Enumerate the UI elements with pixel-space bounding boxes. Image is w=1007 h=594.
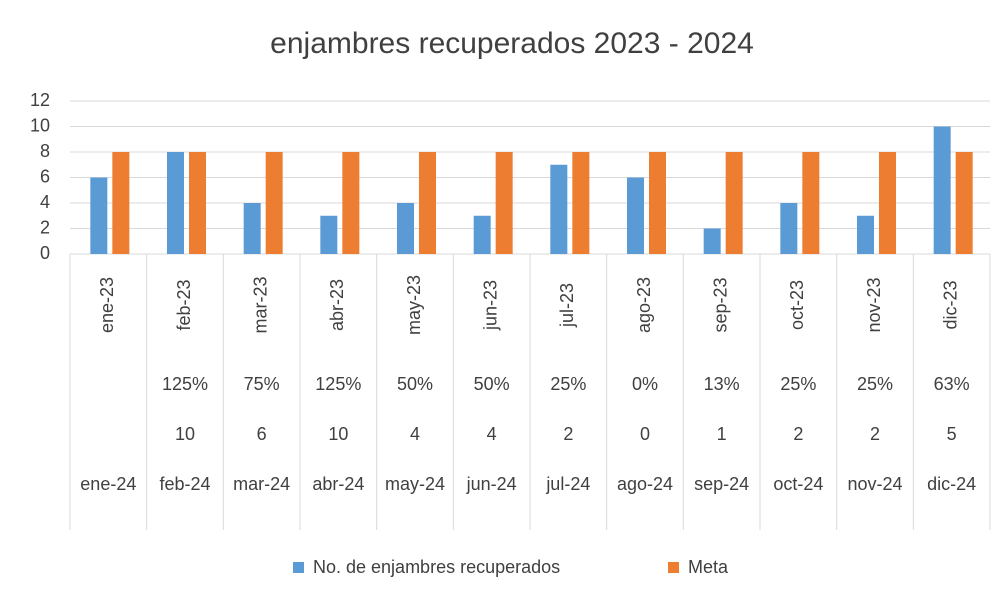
table-cell: dic-24 xyxy=(927,474,976,494)
bar xyxy=(627,177,644,254)
bar xyxy=(112,152,130,254)
table-cell: 10 xyxy=(328,424,348,444)
table-cell: 2 xyxy=(870,424,880,444)
bar xyxy=(703,228,721,254)
bar xyxy=(550,164,568,254)
bar xyxy=(473,215,491,254)
table-cell: 25% xyxy=(780,374,816,394)
table-cell: oct-24 xyxy=(773,474,823,494)
legend-swatch xyxy=(668,562,679,573)
bar xyxy=(725,152,743,254)
y-tick-label: 10 xyxy=(30,115,50,135)
legend-label: Meta xyxy=(688,557,729,577)
x-tick-label: feb-23 xyxy=(174,279,194,330)
table-cell: 50% xyxy=(397,374,433,394)
table-cell: 1 xyxy=(717,424,727,444)
bar xyxy=(802,152,820,254)
bar xyxy=(955,152,973,254)
legend-swatch xyxy=(293,562,304,573)
table-cell: 13% xyxy=(704,374,740,394)
table-cell: 50% xyxy=(474,374,510,394)
table-cell: 75% xyxy=(244,374,280,394)
x-tick-label: ago-23 xyxy=(634,277,654,333)
table-cell: abr-24 xyxy=(312,474,364,494)
table-cell: 2 xyxy=(793,424,803,444)
table-cell: ago-24 xyxy=(617,474,673,494)
table-cell: 63% xyxy=(934,374,970,394)
bar xyxy=(649,152,666,254)
bar xyxy=(780,203,798,254)
x-tick-label: abr-23 xyxy=(327,279,347,331)
table-cell: 6 xyxy=(257,424,267,444)
table-cell: 25% xyxy=(857,374,893,394)
table-cell: 0% xyxy=(632,374,658,394)
bar xyxy=(90,177,108,254)
table-cell: feb-24 xyxy=(159,474,210,494)
y-tick-label: 4 xyxy=(40,192,50,212)
bar xyxy=(879,152,896,254)
x-tick-label: nov-23 xyxy=(864,277,884,332)
x-tick-label: oct-23 xyxy=(787,280,807,330)
x-tick-label: mar-23 xyxy=(250,276,270,333)
legend-label: No. de enjambres recuperados xyxy=(313,557,560,577)
x-tick-label: jul-23 xyxy=(557,283,577,328)
x-tick-label: ene-23 xyxy=(97,277,117,333)
bar xyxy=(495,152,513,254)
x-tick-label: sep-23 xyxy=(710,277,730,332)
bar xyxy=(189,152,206,254)
bar xyxy=(572,152,590,254)
bar xyxy=(243,203,261,254)
bar xyxy=(419,152,436,254)
table-cell: nov-24 xyxy=(847,474,902,494)
y-tick-label: 2 xyxy=(40,217,50,237)
bar xyxy=(933,126,951,254)
bar xyxy=(167,152,184,254)
table-cell: 0 xyxy=(640,424,650,444)
y-tick-label: 0 xyxy=(40,243,50,263)
y-tick-label: 12 xyxy=(30,90,50,110)
x-tick-label: may-23 xyxy=(404,275,424,335)
table-cell: 25% xyxy=(550,374,586,394)
table-cell: 4 xyxy=(410,424,420,444)
table-cell: jul-24 xyxy=(545,474,590,494)
x-tick-label: jun-23 xyxy=(480,280,500,331)
y-tick-label: 8 xyxy=(40,141,50,161)
table-cell: 5 xyxy=(947,424,957,444)
bar xyxy=(857,215,874,254)
table-cell: may-24 xyxy=(385,474,445,494)
x-tick-label: dic-23 xyxy=(940,280,960,329)
table-cell: 125% xyxy=(315,374,361,394)
table-cell: jun-24 xyxy=(466,474,517,494)
table-cell: 2 xyxy=(563,424,573,444)
table-cell: 10 xyxy=(175,424,195,444)
bar xyxy=(265,152,283,254)
table-cell: mar-24 xyxy=(233,474,290,494)
table-cell: sep-24 xyxy=(694,474,749,494)
bar xyxy=(397,203,414,254)
table-cell: ene-24 xyxy=(80,474,136,494)
table-cell: 125% xyxy=(162,374,208,394)
chart-title: enjambres recuperados 2023 - 2024 xyxy=(270,27,754,60)
bar xyxy=(320,215,338,254)
y-tick-label: 6 xyxy=(40,166,50,186)
bar xyxy=(342,152,360,254)
table-cell: 4 xyxy=(487,424,497,444)
